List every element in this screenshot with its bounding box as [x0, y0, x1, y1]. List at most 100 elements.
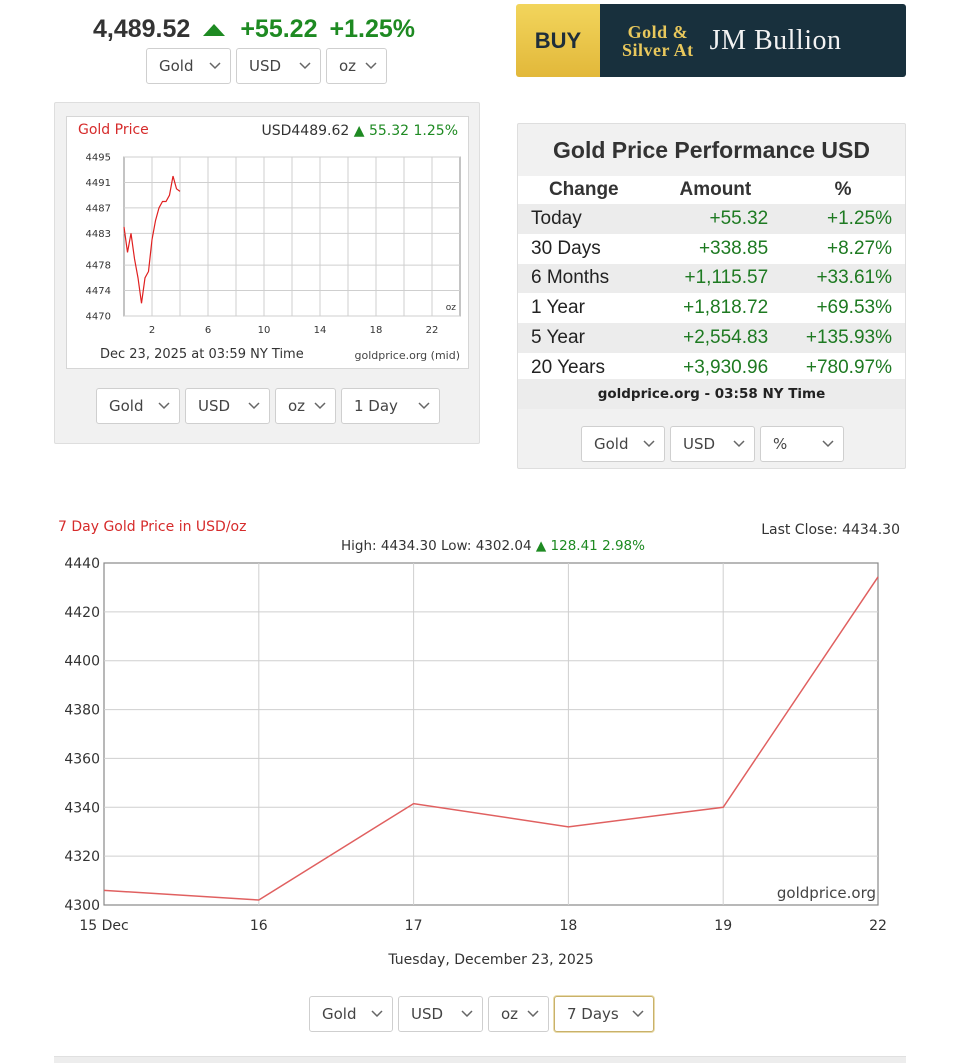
- chevron-down-icon: [209, 62, 221, 70]
- row-pct: +33.61%: [781, 263, 905, 294]
- y-tick-label: 4420: [64, 605, 100, 621]
- chevron-down-icon: [371, 1010, 383, 1018]
- currency-select[interactable]: USD: [236, 48, 321, 84]
- col-amount: Amount: [649, 176, 782, 204]
- week-metal-select-value: Gold: [322, 1005, 357, 1023]
- live-range-select[interactable]: 1 Day: [341, 388, 440, 424]
- live-readout-arrow: ▲: [353, 123, 365, 139]
- x-tick-label: 6: [205, 325, 211, 336]
- week-chart-title: 7 Day Gold Price in USD/oz: [58, 519, 247, 535]
- week-metal-select[interactable]: Gold: [309, 996, 393, 1032]
- col-change: Change: [518, 176, 650, 204]
- x-tick-label: 16: [250, 918, 268, 934]
- live-chart: Gold Price USD4489.62 ▲ 55.32 1.25% 4470…: [66, 116, 469, 369]
- live-chart-plot: 4470 4474 4478 4483 4487 4491 4495 2 6 10 14 18 22 oz: [86, 153, 461, 336]
- live-metal-select[interactable]: Gold: [96, 388, 180, 424]
- chevron-down-icon: [733, 440, 745, 448]
- y-tick-label: 4495: [86, 153, 111, 164]
- table-row: 20 Years +3,930.96 +780.97%: [518, 352, 905, 383]
- chevron-down-icon: [248, 402, 260, 410]
- week-last-close: Last Close: 4434.30: [761, 522, 900, 538]
- row-amount: +3,930.96: [649, 352, 782, 383]
- x-tick-label: 19: [714, 918, 732, 934]
- week-high-low-text: High: 4434.30 Low: 4302.04: [341, 538, 532, 554]
- spot-change-percent: +1.25%: [329, 14, 416, 43]
- perf-currency-select-value: USD: [683, 435, 716, 453]
- row-pct: +8.27%: [781, 233, 905, 264]
- row-amount: +1,115.57: [649, 263, 782, 294]
- table-row: 30 Days +338.85 +8.27%: [518, 233, 905, 264]
- week-currency-select-value: USD: [411, 1005, 444, 1023]
- performance-card: Gold Price Performance USD Change Amount…: [517, 123, 906, 469]
- week-range-select[interactable]: 7 Days: [554, 996, 654, 1032]
- week-range-select-value: 7 Days: [567, 1005, 619, 1023]
- plot-border: [103, 562, 879, 906]
- row-period: 30 Days: [518, 233, 650, 264]
- row-amount: +55.32: [649, 204, 782, 234]
- price-series-line: [123, 175, 181, 304]
- live-chart-source: goldprice.org (mid): [354, 349, 461, 362]
- row-amount: +338.85: [649, 233, 782, 264]
- week-up-arrow: ▲: [535, 538, 547, 554]
- ad-brand-panel: Gold & Silver At JM Bullion: [600, 4, 906, 77]
- performance-header-row: Change Amount %: [518, 176, 905, 204]
- x-tick-label: 18: [370, 325, 383, 336]
- chevron-down-icon: [822, 440, 834, 448]
- x-tick-label: 22: [869, 918, 887, 934]
- y-tick-label: 4380: [64, 703, 100, 719]
- y-tick-label: 4478: [86, 261, 111, 272]
- perf-metal-select[interactable]: Gold: [581, 426, 665, 462]
- chevron-down-icon: [643, 440, 655, 448]
- next-card-edge: [54, 1056, 906, 1063]
- y-tick-label: 4470: [86, 312, 111, 323]
- row-period: 6 Months: [518, 263, 650, 294]
- row-pct: +135.93%: [781, 323, 905, 353]
- live-currency-select-value: USD: [198, 397, 231, 415]
- spot-price-line: 4,489.52 +55.22 +1.25%: [93, 12, 415, 46]
- unit-label: oz: [446, 303, 457, 313]
- row-period: 20 Years: [518, 352, 650, 383]
- table-row: 1 Year +1,818.72 +69.53%: [518, 293, 905, 324]
- week-unit-select-value: oz: [501, 1005, 519, 1023]
- live-chart-timestamp: Dec 23, 2025 at 03:59 NY Time: [100, 347, 304, 362]
- live-currency-select[interactable]: USD: [185, 388, 270, 424]
- week-unit-select[interactable]: oz: [488, 996, 549, 1032]
- y-tick-label: 4320: [64, 849, 100, 865]
- perf-metal-select-value: Gold: [594, 435, 629, 453]
- week-chart-date: Tuesday, December 23, 2025: [388, 952, 594, 968]
- chevron-down-icon: [418, 402, 430, 410]
- chevron-down-icon: [314, 402, 326, 410]
- perf-unit-select[interactable]: %: [760, 426, 844, 462]
- x-tick-label: 22: [426, 325, 439, 336]
- live-readout-price: USD4489.62: [261, 123, 350, 139]
- perf-currency-select[interactable]: USD: [670, 426, 755, 462]
- week-currency-select[interactable]: USD: [398, 996, 483, 1032]
- x-tick-label: 2: [149, 325, 155, 336]
- up-arrow-icon: [202, 15, 226, 44]
- x-tick-label: 18: [559, 918, 577, 934]
- metal-select[interactable]: Gold: [146, 48, 231, 84]
- live-range-select-value: 1 Day: [354, 397, 398, 415]
- chevron-down-icon: [527, 1010, 539, 1018]
- currency-select-value: USD: [249, 57, 282, 75]
- chevron-down-icon: [365, 62, 377, 70]
- row-pct: +780.97%: [781, 352, 905, 383]
- y-tick-label: 4340: [64, 800, 100, 816]
- table-row: 6 Months +1,115.57 +33.61%: [518, 263, 905, 294]
- unit-select-value: oz: [339, 57, 357, 75]
- table-row: Today +55.32 +1.25%: [518, 204, 905, 234]
- chevron-down-icon: [461, 1010, 473, 1018]
- row-pct: +69.53%: [781, 293, 905, 324]
- x-tick-label: 14: [314, 325, 327, 336]
- jm-bullion-ad[interactable]: BUY Gold & Silver At JM Bullion: [516, 4, 906, 77]
- performance-title: Gold Price Performance USD: [553, 136, 870, 163]
- row-period: 5 Year: [518, 323, 650, 353]
- live-chart-card: Gold Price USD4489.62 ▲ 55.32 1.25% 4470…: [54, 102, 480, 444]
- x-tick-label: 15 Dec: [79, 918, 128, 934]
- x-tick-label: 10: [258, 325, 271, 336]
- y-tick-label: 4440: [64, 556, 100, 572]
- unit-select[interactable]: oz: [326, 48, 387, 84]
- live-unit-select[interactable]: oz: [275, 388, 336, 424]
- y-tick-label: 4400: [64, 654, 100, 670]
- y-tick-label: 4474: [86, 286, 111, 297]
